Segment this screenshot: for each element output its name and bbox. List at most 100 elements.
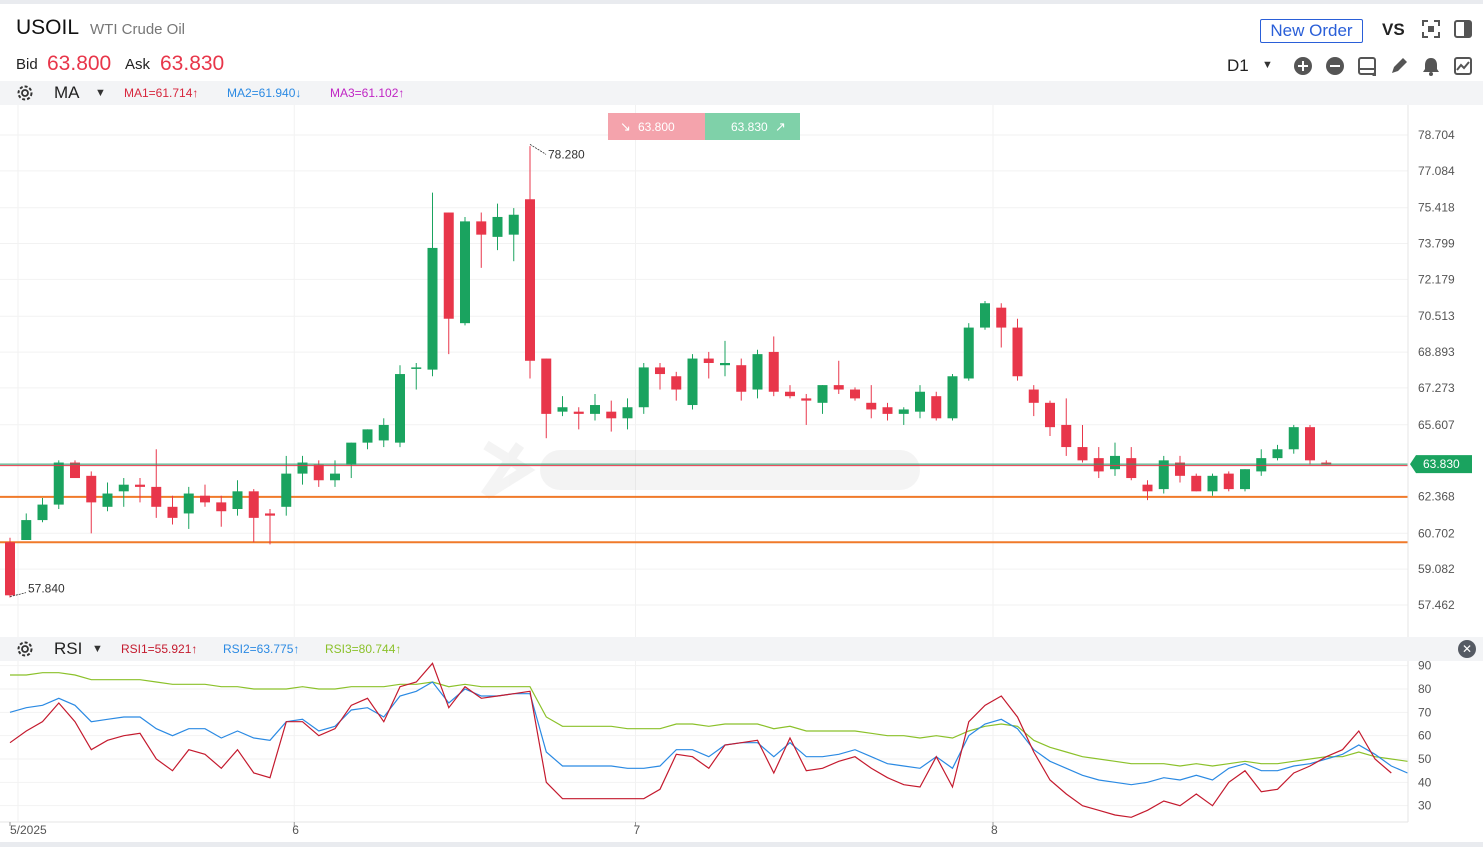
candle-body — [395, 374, 405, 443]
ask-value: 63.830 — [160, 52, 225, 75]
candlesticks — [5, 146, 1332, 598]
timeframe-select[interactable]: D1 — [1227, 56, 1249, 75]
bell-icon[interactable] — [1420, 55, 1442, 77]
settings-gear-icon[interactable] — [16, 640, 34, 658]
candle-down — [1077, 424, 1088, 463]
candle-body — [5, 542, 15, 596]
candle-down — [135, 478, 145, 503]
candle-up — [752, 349, 763, 399]
candle-up — [1240, 469, 1250, 492]
ma3-value: MA3=61.102↑ — [330, 86, 405, 100]
split-panel-icon[interactable] — [1452, 18, 1474, 40]
pen-icon[interactable] — [1388, 55, 1410, 77]
rsi-indicator-name[interactable]: RSI — [54, 639, 83, 658]
ma-indicator-name[interactable]: MA — [54, 83, 80, 102]
candle-body — [21, 520, 32, 540]
candle-down — [313, 460, 324, 487]
price-grid — [0, 105, 1408, 637]
rsi-chart[interactable]: 90 80 70 60 50 40 30 5/2025 6 7 8 — [0, 661, 1483, 842]
chevron-down-icon[interactable]: ▼ — [92, 643, 103, 655]
bottom-strip — [0, 842, 1483, 847]
zoom-in-icon[interactable] — [1292, 55, 1314, 77]
current-price-tag: 63.830 — [1410, 455, 1472, 474]
candle-body — [671, 376, 682, 390]
candle-body — [183, 493, 194, 514]
candle-body — [801, 398, 812, 401]
chevron-down-icon[interactable]: ▼ — [1262, 59, 1273, 71]
candle-body — [1240, 469, 1250, 490]
candle-body — [492, 216, 503, 237]
candle-up — [297, 455, 308, 485]
price-tick-label: 72.179 — [1418, 272, 1455, 286]
candle-body — [963, 327, 974, 379]
candle-body — [378, 424, 389, 441]
candle-up — [915, 385, 925, 419]
candle-down — [1045, 400, 1055, 437]
candle-up — [1207, 473, 1218, 496]
sell-quote-box[interactable] — [608, 113, 705, 140]
price-chart[interactable]: 78.280 57.840 78.704 77.084 75.418 73.799 72.… — [0, 105, 1483, 637]
vs-button[interactable]: VS — [1382, 20, 1405, 39]
up-arrow-icon: ↗ — [775, 119, 786, 134]
buy-quote-box[interactable] — [705, 113, 800, 140]
candle-down — [866, 385, 877, 419]
candle-body — [882, 407, 893, 414]
candle-body — [703, 358, 714, 363]
candle-down — [850, 387, 860, 401]
candle-body — [980, 303, 990, 328]
zoom-out-icon[interactable] — [1324, 55, 1346, 77]
rsi-tick-label: 60 — [1418, 729, 1432, 743]
candle-up — [53, 460, 64, 510]
candle-down — [736, 358, 747, 401]
price-tick-label: 62.368 — [1418, 489, 1455, 503]
rsi2-value: RSI2=63.775↑ — [223, 642, 300, 656]
price-tick-label: 77.084 — [1418, 164, 1455, 178]
new-order-button[interactable]: New Order — [1260, 19, 1363, 43]
candle-body — [752, 354, 763, 390]
rsi1-value: RSI1=55.921↑ — [121, 642, 198, 656]
candle-body — [1288, 427, 1299, 450]
current-price-tag-bg — [1410, 455, 1472, 474]
candle-body — [102, 493, 113, 507]
candle-up — [720, 340, 730, 377]
candle-body — [313, 464, 324, 481]
candle-up — [590, 393, 600, 421]
candle-up — [232, 480, 243, 516]
annotation-label: 57.840 — [28, 582, 65, 596]
rsi-tick-label: 50 — [1418, 752, 1432, 766]
candle-body — [248, 491, 259, 518]
candle-up — [21, 513, 32, 540]
candle-body — [232, 491, 243, 510]
settings-gear-icon[interactable] — [16, 84, 34, 102]
rsi-indicator-bar: RSI ▼ RSI1=55.921↑ RSI2=63.775↑ RSI3=80.… — [0, 637, 1483, 661]
layout-icon[interactable] — [1356, 55, 1378, 77]
watermark — [480, 440, 920, 500]
candle-up — [898, 407, 909, 425]
candle-body — [1028, 389, 1039, 403]
chart-type-icon[interactable] — [1452, 55, 1474, 77]
rsi-lines — [9, 662, 1408, 818]
candle-down — [833, 360, 844, 394]
price-tick-label: 60.702 — [1418, 526, 1455, 540]
down-arrow-icon: ↘ — [620, 119, 631, 134]
candle-down — [606, 400, 617, 432]
candle-down — [882, 402, 893, 421]
date-axis: 5/2025 6 7 8 — [0, 821, 1408, 837]
candle-up — [508, 208, 519, 262]
candle-body — [1305, 427, 1315, 461]
quote-widget[interactable]: ↘ 63.800 63.830 ↗ — [608, 113, 800, 140]
rsi-series-line-rsi2 — [9, 681, 1408, 786]
chevron-down-icon[interactable]: ▼ — [95, 87, 106, 99]
close-icon[interactable]: ✕ — [1458, 640, 1476, 658]
annotation-leader — [9, 592, 27, 598]
expand-icon[interactable] — [1420, 18, 1442, 40]
candle-down — [1191, 473, 1202, 492]
x-tick-label: 5/2025 — [10, 823, 47, 837]
symbol-name: WTI Crude Oil — [90, 21, 186, 38]
ma1-value: MA1=61.714↑ — [124, 86, 199, 100]
price-tick-label: 75.418 — [1418, 201, 1455, 215]
ma-indicator-bar: MA ▼ MA1=61.714↑ MA2=61.940↓ MA3=61.102↑ — [0, 81, 1483, 105]
candle-body — [37, 504, 48, 521]
candle-body — [606, 411, 617, 419]
candle-body — [1110, 455, 1120, 470]
